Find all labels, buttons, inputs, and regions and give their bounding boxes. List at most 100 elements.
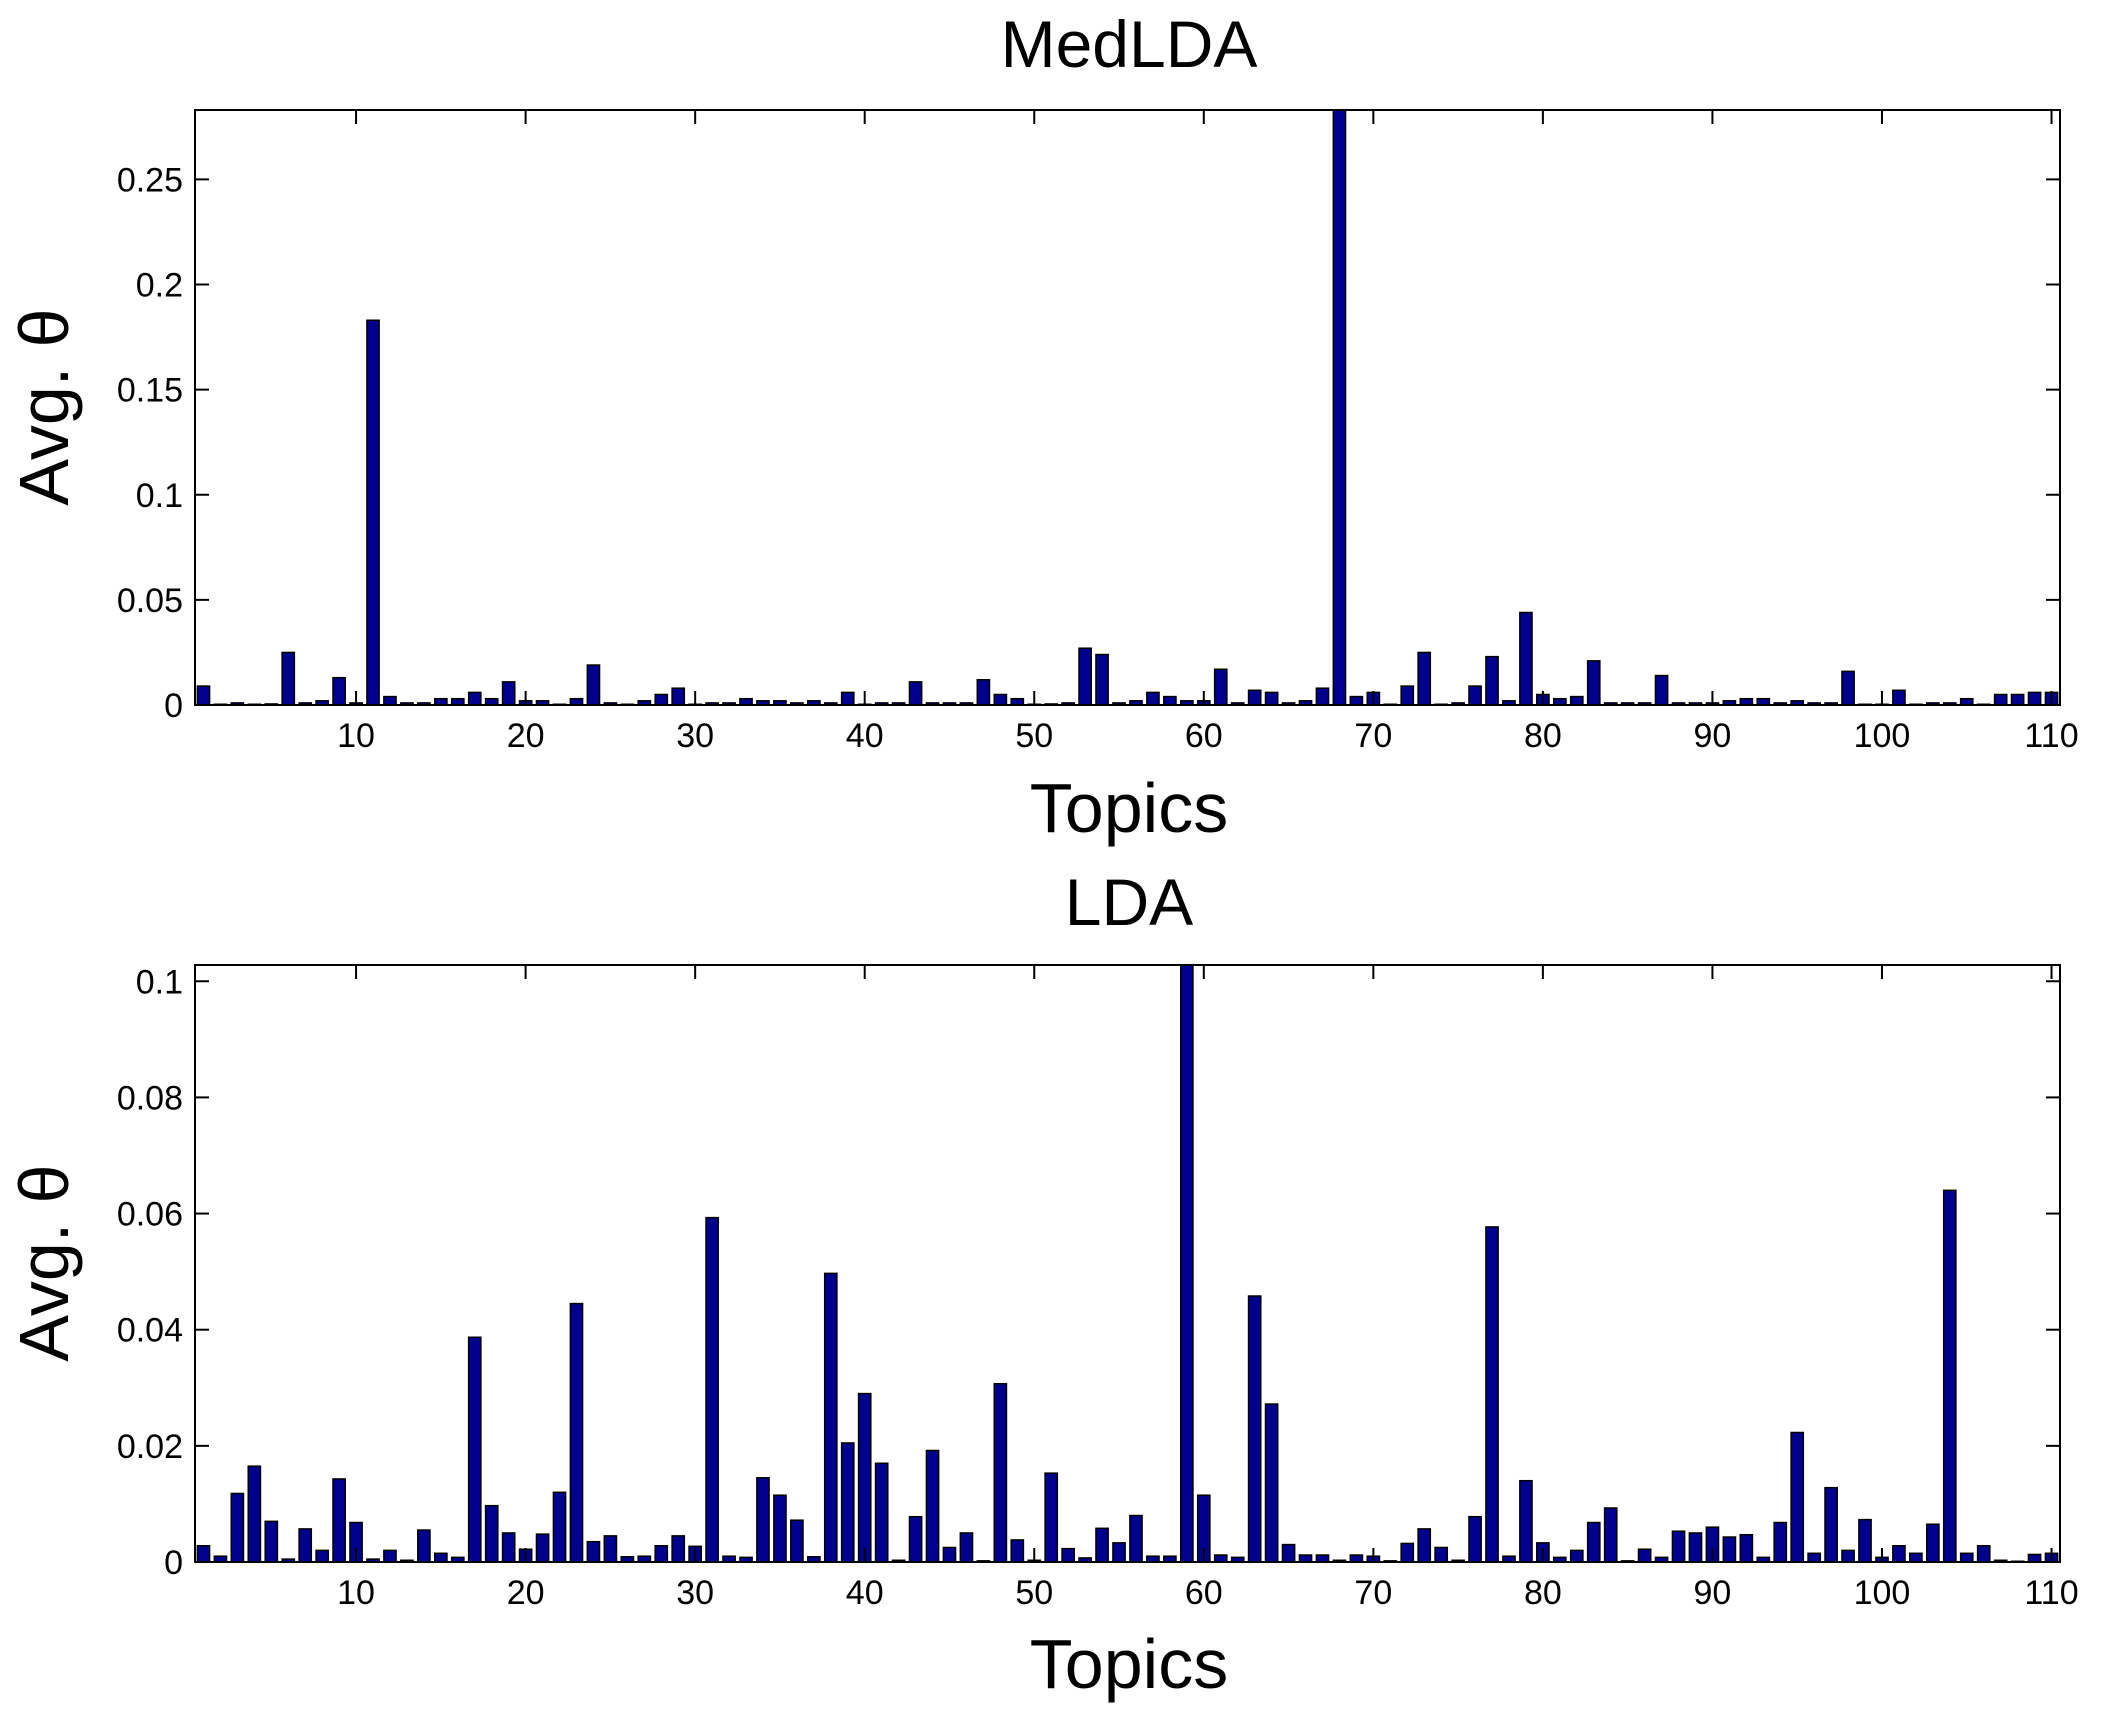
x-tick-label: 10 bbox=[337, 1574, 375, 1612]
bar-topic-102 bbox=[1909, 1552, 1923, 1563]
bar-topic-53 bbox=[1078, 647, 1092, 706]
y-tick-label: 0 bbox=[164, 687, 183, 725]
y-tick-label: 0.04 bbox=[117, 1312, 183, 1350]
bar-topic-66 bbox=[1298, 1554, 1313, 1563]
bar-topic-77 bbox=[1485, 1226, 1499, 1563]
bar-topic-51 bbox=[1044, 1472, 1059, 1563]
bar-topic-82 bbox=[1569, 1549, 1584, 1563]
bar-topic-97 bbox=[1824, 1486, 1838, 1563]
bar-group bbox=[196, 109, 2059, 706]
x-tick-label: 60 bbox=[1185, 1574, 1223, 1612]
bar-topic-8 bbox=[315, 1549, 330, 1563]
chart-title: MedLDA bbox=[1001, 7, 1258, 81]
bar-topic-52 bbox=[1061, 1547, 1076, 1563]
bar-topic-6 bbox=[281, 651, 296, 706]
bar-topic-99 bbox=[1858, 1518, 1872, 1563]
bar-topic-39 bbox=[840, 691, 855, 706]
bar-topic-40 bbox=[857, 1392, 872, 1563]
bar-topic-48 bbox=[993, 693, 1008, 706]
bar-topic-109 bbox=[2027, 1553, 2042, 1563]
bar-topic-4 bbox=[247, 1465, 262, 1563]
bar-topic-34 bbox=[756, 1477, 770, 1563]
bar-topic-15 bbox=[433, 1552, 448, 1563]
bar-topic-98 bbox=[1841, 670, 1855, 706]
bar-topic-96 bbox=[1807, 1552, 1822, 1563]
bar-topic-79 bbox=[1519, 611, 1533, 706]
bar-topic-61 bbox=[1213, 668, 1228, 706]
bar-topic-73 bbox=[1417, 651, 1432, 706]
x-tick-label: 100 bbox=[1854, 1574, 1911, 1612]
x-tick-label: 30 bbox=[676, 1574, 714, 1612]
bar-topic-24 bbox=[586, 1540, 601, 1563]
bar-topic-76 bbox=[1468, 685, 1482, 706]
bar-topic-108 bbox=[2010, 693, 2025, 706]
bar-topic-49 bbox=[1010, 1539, 1025, 1563]
bar-topic-69 bbox=[1349, 1554, 1364, 1563]
bar-topic-94 bbox=[1773, 1521, 1788, 1563]
x-tick-label: 70 bbox=[1354, 717, 1392, 755]
plot-frame bbox=[194, 109, 2061, 706]
y-tick-label: 0.15 bbox=[117, 372, 183, 410]
x-tick-label: 70 bbox=[1354, 1574, 1392, 1612]
y-tick-label: 0.02 bbox=[117, 1428, 183, 1466]
x-tick-label: 110 bbox=[2024, 1574, 2078, 1612]
bar-topic-41 bbox=[874, 1462, 889, 1563]
x-tick-label: 80 bbox=[1524, 717, 1562, 755]
y-tick-label: 0.05 bbox=[117, 582, 183, 620]
bar-topic-35 bbox=[773, 1494, 787, 1563]
y-axis-label: Avg. θ bbox=[5, 1164, 83, 1361]
bar-topic-107 bbox=[1993, 693, 2008, 706]
y-tick-label: 0.1 bbox=[136, 477, 183, 515]
bar-topic-47 bbox=[976, 679, 991, 706]
bar-topic-55 bbox=[1112, 1542, 1126, 1563]
x-tick-label: 80 bbox=[1524, 1574, 1562, 1612]
bar-topic-1 bbox=[196, 1544, 211, 1563]
bar-topic-101 bbox=[1892, 1544, 1906, 1563]
bar-topic-1 bbox=[196, 685, 211, 706]
bar-topic-56 bbox=[1129, 1514, 1143, 1563]
bar-topic-17 bbox=[467, 1336, 482, 1563]
medlda-panel: MedLDA 10 20 30 40 50 60 70 80 90 100 110 0 0.05 0.1 0… bbox=[5, 7, 2079, 847]
bar-topic-18 bbox=[484, 1504, 499, 1563]
bar-topic-79 bbox=[1519, 1479, 1533, 1563]
bar-topic-63 bbox=[1247, 1295, 1262, 1563]
bar-topic-106 bbox=[1976, 1544, 1991, 1563]
bar-topic-46 bbox=[959, 1532, 974, 1563]
bar-topic-67 bbox=[1315, 687, 1330, 706]
y-axis-label: Avg. θ bbox=[5, 308, 83, 505]
bar-topic-57 bbox=[1146, 691, 1160, 706]
x-axis-label: Topics bbox=[1030, 1625, 1228, 1703]
bar-topic-14 bbox=[417, 1529, 431, 1563]
bar-topic-54 bbox=[1095, 653, 1109, 706]
bar-topic-45 bbox=[942, 1546, 957, 1563]
bar-topic-104 bbox=[1942, 1189, 1957, 1563]
bar-topic-64 bbox=[1264, 691, 1279, 706]
x-tick-label: 10 bbox=[337, 717, 375, 755]
bar-topic-68 bbox=[1332, 109, 1347, 706]
bar-topic-63 bbox=[1247, 689, 1262, 706]
bar-topic-9 bbox=[332, 1478, 346, 1563]
bar-topic-89 bbox=[1688, 1532, 1703, 1563]
bar-topic-69 bbox=[1349, 695, 1364, 706]
bar-topic-48 bbox=[993, 1382, 1008, 1563]
bar-topic-73 bbox=[1417, 1528, 1432, 1563]
lda-panel: LDA 10 20 30 40 50 60 70 80 90 100 110 0 0.02 0.04 0.0… bbox=[5, 865, 2079, 1703]
x-tick-label: 110 bbox=[2024, 717, 2078, 755]
bar-topic-83 bbox=[1586, 1521, 1601, 1563]
bar-topic-74 bbox=[1434, 1546, 1449, 1563]
x-tick-label: 90 bbox=[1694, 1574, 1732, 1612]
chart-title: LDA bbox=[1065, 865, 1193, 939]
bar-topic-7 bbox=[298, 1528, 313, 1563]
bar-topic-86 bbox=[1637, 1548, 1652, 1563]
y-tick-label: 0.25 bbox=[117, 161, 183, 199]
plot-frame bbox=[194, 964, 2061, 1563]
bar-topic-22 bbox=[552, 1491, 567, 1563]
bar-topic-12 bbox=[383, 1549, 397, 1563]
bar-topic-72 bbox=[1400, 1542, 1415, 1563]
bar-topic-84 bbox=[1603, 1507, 1618, 1563]
bar-topic-98 bbox=[1841, 1549, 1855, 1563]
x-tick-label: 20 bbox=[507, 717, 545, 755]
x-tick-label: 50 bbox=[1015, 717, 1053, 755]
bar-topic-59 bbox=[1179, 964, 1194, 1563]
bar-topic-88 bbox=[1671, 1530, 1686, 1563]
